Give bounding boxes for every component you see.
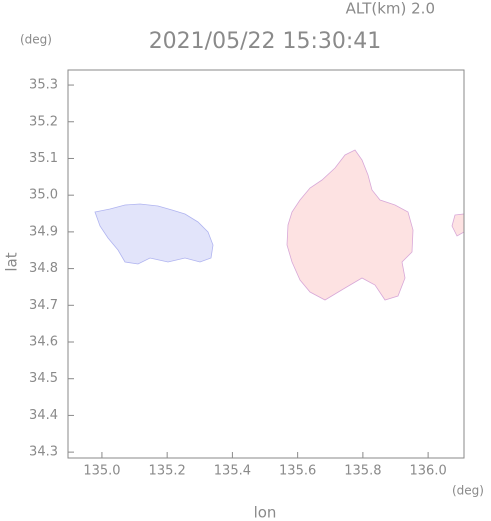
altitude-label: ALT(km) 2.0: [346, 0, 435, 18]
plot-frame: [67, 69, 465, 459]
y-tick-label: 34.7: [29, 298, 58, 313]
y-tick-label: 34.6: [29, 335, 58, 350]
y-tick-label: 34.4: [29, 408, 58, 423]
y-tick-label: 34.9: [29, 224, 58, 239]
y-tick-label: 35.2: [29, 114, 58, 129]
x-tick-label: 135.8: [344, 464, 381, 479]
y-axis-label: lat: [3, 252, 21, 271]
x-tick-label: 135.0: [83, 464, 120, 479]
y-tick-label: 35.0: [29, 188, 58, 203]
x-tick-label: 135.6: [279, 464, 316, 479]
y-tick-label: 34.3: [29, 445, 58, 460]
y-tick-label: 34.5: [29, 371, 58, 386]
chart-title: 2021/05/22 15:30:41: [149, 29, 382, 54]
radar-echo: [94, 149, 465, 301]
x-unit: (deg): [452, 484, 484, 498]
y-tick-label: 34.8: [29, 261, 58, 276]
x-tick-label: 135.2: [149, 464, 186, 479]
y-tick-label: 35.1: [29, 151, 58, 166]
y-unit: (deg): [20, 33, 52, 47]
x-axis-label: lon: [254, 504, 277, 521]
x-tick-label: 135.4: [214, 464, 251, 479]
x-tick-label: 136.0: [410, 464, 447, 479]
y-tick-label: 35.3: [29, 78, 58, 93]
